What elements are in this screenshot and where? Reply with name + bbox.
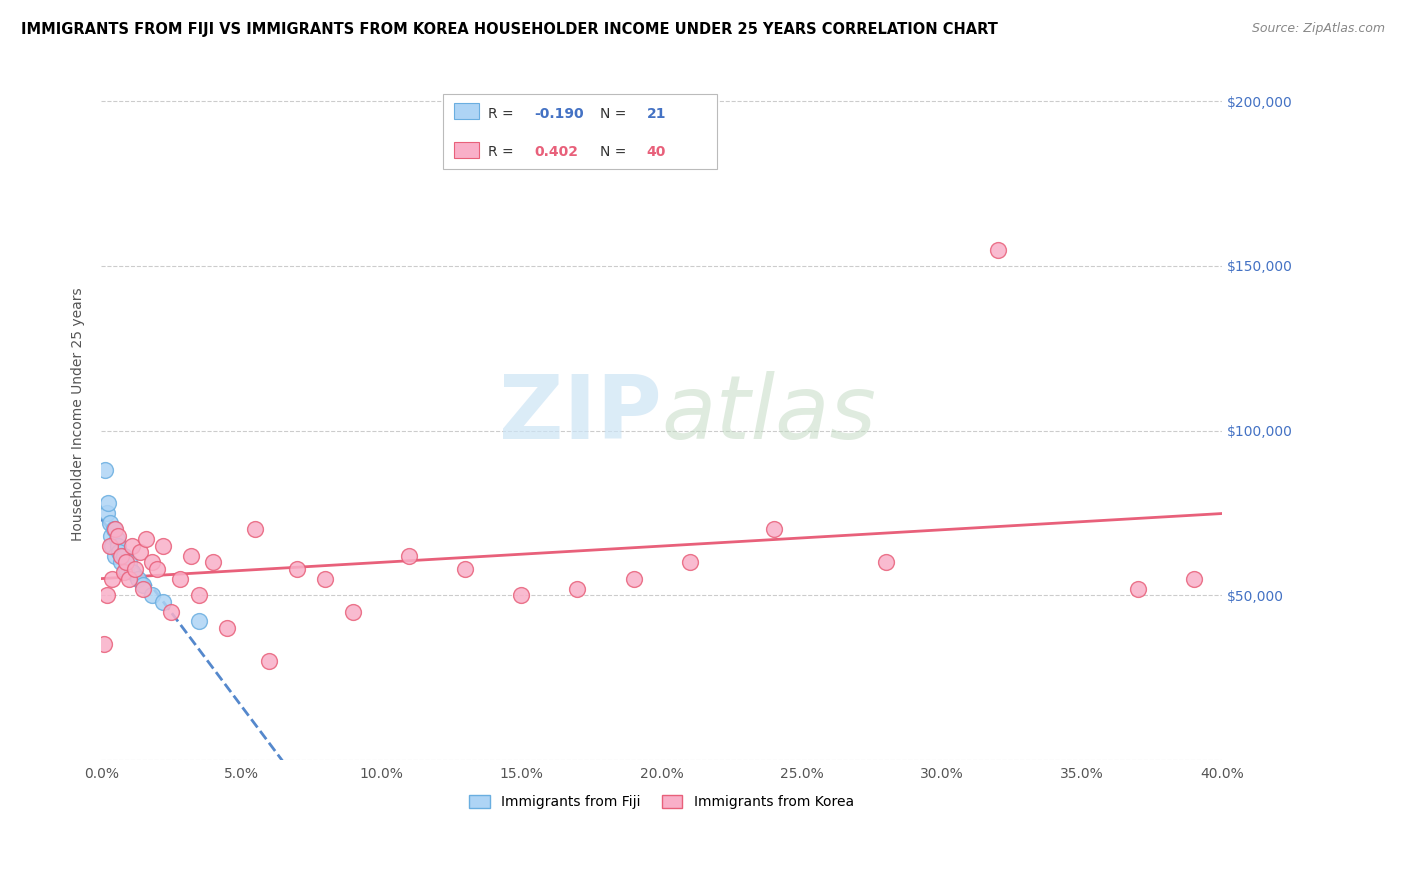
- Point: [96, 506, 118, 520]
- Point: [180, 549, 202, 563]
- Text: ZIP: ZIP: [499, 370, 662, 458]
- Text: 0.402: 0.402: [534, 145, 578, 160]
- Point: [152, 595, 174, 609]
- Point: [100, 529, 122, 543]
- Point: [160, 605, 183, 619]
- Point: [98, 516, 121, 530]
- Point: [1126, 582, 1149, 596]
- Text: IMMIGRANTS FROM FIJI VS IMMIGRANTS FROM KOREA HOUSEHOLDER INCOME UNDER 25 YEARS : IMMIGRANTS FROM FIJI VS IMMIGRANTS FROM …: [21, 22, 998, 37]
- Point: [141, 555, 163, 569]
- Point: [623, 572, 645, 586]
- Point: [112, 549, 135, 563]
- Point: [115, 555, 138, 569]
- Point: [105, 532, 128, 546]
- Point: [762, 522, 785, 536]
- Y-axis label: Householder Income Under 25 years: Householder Income Under 25 years: [72, 287, 86, 541]
- Point: [146, 562, 169, 576]
- Point: [132, 578, 155, 592]
- Text: 21: 21: [647, 107, 666, 121]
- Point: [118, 572, 141, 586]
- Point: [118, 555, 141, 569]
- Point: [121, 539, 143, 553]
- Text: N =: N =: [600, 107, 631, 121]
- Point: [110, 549, 132, 563]
- Text: N =: N =: [600, 145, 631, 160]
- Point: [678, 555, 700, 569]
- Point: [129, 545, 152, 559]
- Point: [98, 539, 121, 553]
- Point: [285, 562, 308, 576]
- Point: [108, 545, 131, 559]
- Text: Source: ZipAtlas.com: Source: ZipAtlas.com: [1251, 22, 1385, 36]
- Point: [342, 605, 364, 619]
- Point: [245, 522, 267, 536]
- Legend: Immigrants from Fiji, Immigrants from Korea: Immigrants from Fiji, Immigrants from Ko…: [464, 789, 859, 815]
- Text: R =: R =: [488, 145, 517, 160]
- Point: [94, 463, 117, 477]
- Text: atlas: atlas: [662, 371, 876, 457]
- Point: [1182, 572, 1205, 586]
- Point: [188, 615, 211, 629]
- Point: [115, 562, 138, 576]
- Point: [567, 582, 589, 596]
- Point: [188, 588, 211, 602]
- Point: [101, 572, 124, 586]
- Text: 40: 40: [647, 145, 666, 160]
- Point: [97, 496, 120, 510]
- Point: [141, 588, 163, 602]
- Text: -0.190: -0.190: [534, 107, 583, 121]
- Point: [398, 549, 420, 563]
- Point: [152, 539, 174, 553]
- Point: [127, 572, 149, 586]
- Point: [103, 522, 125, 536]
- Point: [110, 555, 132, 569]
- Point: [101, 539, 124, 553]
- Point: [96, 588, 118, 602]
- Point: [93, 638, 115, 652]
- Point: [169, 572, 191, 586]
- Point: [124, 562, 146, 576]
- Point: [875, 555, 897, 569]
- Point: [217, 621, 239, 635]
- Point: [510, 588, 533, 602]
- Point: [314, 572, 336, 586]
- Point: [104, 522, 127, 536]
- Point: [987, 243, 1010, 257]
- Point: [121, 565, 143, 579]
- Point: [135, 532, 157, 546]
- Point: [104, 549, 127, 563]
- Point: [132, 582, 155, 596]
- Point: [107, 529, 129, 543]
- Point: [107, 539, 129, 553]
- Point: [202, 555, 225, 569]
- Point: [112, 565, 135, 579]
- Point: [259, 654, 281, 668]
- Point: [454, 562, 477, 576]
- Text: R =: R =: [488, 107, 517, 121]
